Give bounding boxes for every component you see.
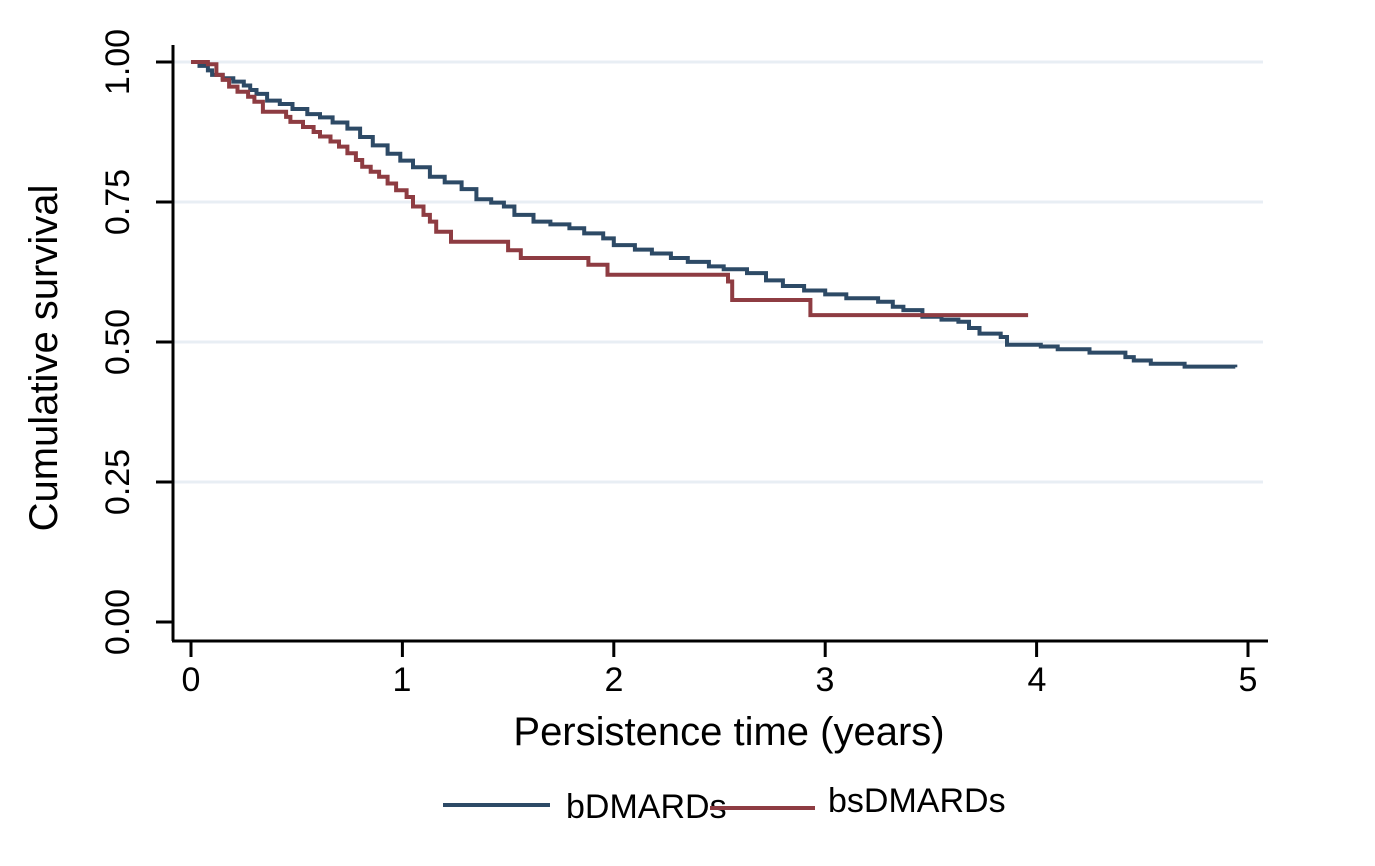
x-tick-label: 5	[1238, 661, 1258, 699]
y-tick-label: 0.50	[99, 308, 137, 376]
x-tick-label: 0	[181, 661, 201, 699]
legend-label-bsdmards: bsDMARDs	[828, 782, 1006, 820]
bdmards-curve	[191, 60, 1238, 369]
y-axis-title: Cumulative survival	[22, 184, 66, 532]
legend-line-bsdmards-icon	[710, 806, 815, 810]
x-tick-label: 1	[392, 661, 412, 699]
y-tick-label: 0.25	[99, 448, 137, 516]
legend: bDMARDs bsDMARDs	[0, 782, 1375, 842]
x-tick-label: 4	[1027, 661, 1047, 699]
y-tick-label: 0.00	[99, 588, 137, 656]
x-tick-label: 2	[604, 661, 624, 699]
legend-label-bdmards: bDMARDs	[566, 788, 727, 826]
bsdmards-curve	[191, 60, 1029, 318]
x-tick-label: 3	[815, 661, 835, 699]
x-axis-title: Persistence time (years)	[513, 710, 945, 754]
y-tick-label: 1.00	[99, 28, 137, 96]
legend-line-bdmards-icon	[443, 803, 550, 807]
y-tick-label: 0.75	[99, 168, 137, 236]
